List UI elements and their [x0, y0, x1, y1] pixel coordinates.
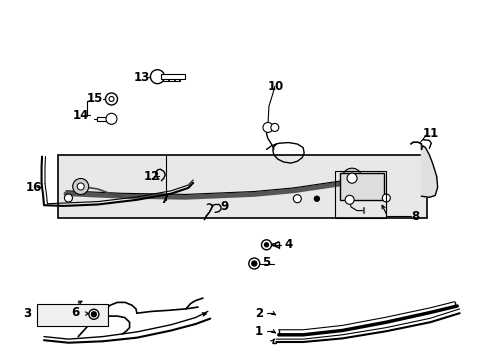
- Circle shape: [248, 258, 259, 269]
- Circle shape: [261, 240, 271, 250]
- Bar: [58, 155, 426, 218]
- Text: 12: 12: [143, 170, 160, 183]
- Circle shape: [382, 194, 389, 202]
- Text: 5: 5: [262, 256, 270, 269]
- Circle shape: [77, 183, 84, 190]
- Text: 9: 9: [221, 201, 228, 213]
- Circle shape: [251, 261, 256, 266]
- Circle shape: [342, 168, 361, 188]
- Bar: [339, 173, 383, 200]
- Text: 3: 3: [23, 307, 31, 320]
- Circle shape: [264, 243, 268, 247]
- Circle shape: [89, 309, 99, 319]
- Circle shape: [345, 195, 353, 204]
- Text: 13: 13: [133, 71, 150, 84]
- Text: 8: 8: [411, 210, 419, 222]
- Circle shape: [106, 113, 117, 124]
- Text: 4: 4: [284, 238, 292, 251]
- Circle shape: [105, 93, 117, 105]
- Bar: [37, 304, 107, 326]
- Circle shape: [150, 70, 164, 84]
- Circle shape: [263, 122, 272, 132]
- Circle shape: [73, 179, 88, 194]
- Circle shape: [109, 96, 114, 102]
- Bar: [97, 117, 112, 121]
- Text: 7: 7: [160, 193, 167, 206]
- Polygon shape: [421, 146, 437, 197]
- Text: 1: 1: [255, 325, 263, 338]
- Circle shape: [64, 194, 72, 202]
- Text: 6: 6: [72, 306, 80, 319]
- Circle shape: [91, 312, 96, 317]
- Text: 15: 15: [87, 93, 103, 105]
- Text: 16: 16: [26, 181, 42, 194]
- Circle shape: [293, 195, 301, 203]
- Text: 2: 2: [255, 307, 263, 320]
- Text: 10: 10: [267, 80, 284, 93]
- Circle shape: [270, 123, 278, 131]
- Circle shape: [346, 173, 356, 183]
- Circle shape: [314, 196, 319, 201]
- Text: 14: 14: [72, 109, 89, 122]
- Bar: [334, 171, 386, 218]
- Text: 11: 11: [421, 127, 438, 140]
- Bar: [161, 74, 184, 79]
